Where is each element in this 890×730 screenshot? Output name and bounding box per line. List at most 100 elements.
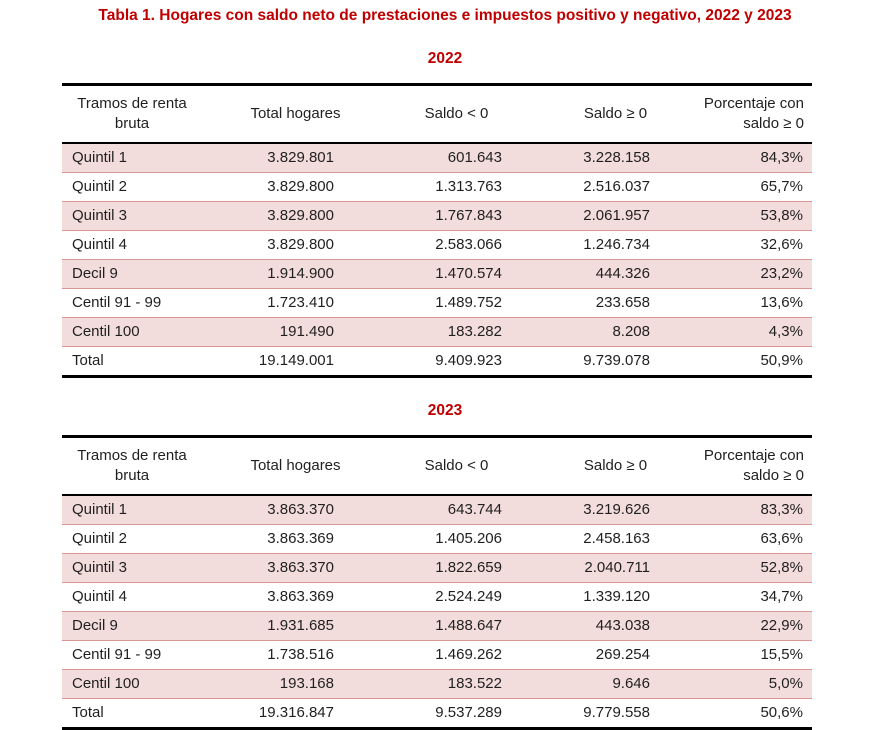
cell-saldo-neg: 9.537.289: [435, 704, 502, 722]
col-header-total: Total hogares: [202, 84, 360, 144]
cell-saldo-pos: 9.646: [512, 669, 662, 699]
col-header-total: Total hogares: [202, 436, 360, 496]
data-table-2022: Tramos de renta bruta Total hogares Sald…: [62, 83, 812, 378]
cell-total-hogares: 191.490: [202, 317, 360, 347]
cell-total-hogares: 3.863.370: [202, 553, 360, 583]
cell-saldo-neg: 1.489.752: [360, 288, 512, 318]
table-row: Quintil 1 3.829.801 601.643 3.228.158 84…: [62, 142, 812, 173]
cell-pct: 15,5%: [662, 640, 812, 670]
cell-total-hogares: 3.829.800: [202, 230, 360, 260]
cell-saldo-pos: 2.458.163: [512, 524, 662, 554]
table-row: Quintil 3 3.829.800 1.767.843 2.061.957 …: [62, 201, 812, 231]
col-header-saldo-pos: Saldo ≥ 0: [512, 84, 662, 144]
row-label: Total: [72, 352, 104, 370]
col-header-tramos: Tramos de renta bruta: [62, 84, 202, 144]
cell-saldo-neg: 1.469.262: [360, 640, 512, 670]
cell-pct: 22,9%: [662, 611, 812, 641]
table-total-row: Total 19.316.847 9.537.289 9.779.558 50,…: [62, 698, 812, 728]
row-label: Quintil 2: [62, 172, 202, 202]
cell-saldo-pos: 1.339.120: [512, 582, 662, 612]
cell-total-hogares: 3.829.801: [202, 142, 360, 173]
cell-total-hogares: 3.829.800: [202, 172, 360, 202]
year-heading-2022: 2022: [427, 50, 463, 68]
cell-saldo-pos: 9.739.078: [583, 352, 650, 370]
table-row: Decil 9 1.914.900 1.470.574 444.326 23,2…: [62, 259, 812, 289]
cell-total-hogares: 1.738.516: [202, 640, 360, 670]
cell-saldo-pos: 9.779.558: [583, 704, 650, 722]
cell-saldo-pos: 8.208: [512, 317, 662, 347]
table-row: Quintil 2 3.829.800 1.313.763 2.516.037 …: [62, 172, 812, 202]
table-row: Centil 100 191.490 183.282 8.208 4,3%: [62, 317, 812, 347]
cell-pct: 63,6%: [662, 524, 812, 554]
cell-saldo-neg: 601.643: [360, 142, 512, 173]
cell-total-hogares: 1.931.685: [202, 611, 360, 641]
row-label: Quintil 3: [62, 201, 202, 231]
cell-pct: 53,8%: [662, 201, 812, 231]
cell-saldo-neg: 183.282: [360, 317, 512, 347]
row-label: Decil 9: [62, 259, 202, 289]
cell-pct: 52,8%: [662, 553, 812, 583]
row-label: Centil 100: [62, 317, 202, 347]
cell-saldo-pos: 2.061.957: [512, 201, 662, 231]
table-row: Centil 100 193.168 183.522 9.646 5,0%: [62, 669, 812, 699]
row-label: Quintil 4: [62, 582, 202, 612]
cell-saldo-pos: 3.228.158: [512, 142, 662, 173]
cell-saldo-pos: 444.326: [512, 259, 662, 289]
table-row: Centil 91 - 99 1.723.410 1.489.752 233.6…: [62, 288, 812, 318]
cell-pct: 4,3%: [662, 317, 812, 347]
cell-pct: 32,6%: [662, 230, 812, 260]
table-row: Quintil 3 3.863.370 1.822.659 2.040.711 …: [62, 553, 812, 583]
row-label: Total: [72, 704, 104, 722]
cell-pct: 5,0%: [662, 669, 812, 699]
table-row: Quintil 4 3.863.369 2.524.249 1.339.120 …: [62, 582, 812, 612]
cell-saldo-neg: 1.822.659: [360, 553, 512, 583]
cell-pct: 65,7%: [662, 172, 812, 202]
cell-saldo-neg: 183.522: [360, 669, 512, 699]
row-label: Quintil 2: [62, 524, 202, 554]
cell-pct: 34,7%: [662, 582, 812, 612]
cell-saldo-pos: 3.219.626: [512, 494, 662, 525]
cell-saldo-pos: 443.038: [512, 611, 662, 641]
cell-pct: 84,3%: [662, 142, 812, 173]
cell-total-hogares: 3.863.370: [202, 494, 360, 525]
cell-saldo-neg: 9.409.923: [435, 352, 502, 370]
cell-pct: 50,6%: [760, 704, 803, 722]
row-label: Centil 91 - 99: [62, 288, 202, 318]
cell-total-hogares: 3.863.369: [202, 524, 360, 554]
row-label: Quintil 1: [62, 494, 202, 525]
col-header-pct: Porcentaje con saldo ≥ 0: [662, 436, 812, 496]
cell-total-hogares: 3.863.369: [202, 582, 360, 612]
table-row: Quintil 2 3.863.369 1.405.206 2.458.163 …: [62, 524, 812, 554]
cell-pct: 23,2%: [662, 259, 812, 289]
cell-saldo-neg: 2.524.249: [360, 582, 512, 612]
cell-saldo-pos: 2.040.711: [512, 553, 662, 583]
cell-saldo-pos: 233.658: [512, 288, 662, 318]
cell-total-hogares: 1.914.900: [202, 259, 360, 289]
cell-pct: 50,9%: [760, 352, 803, 370]
table-total-row: Total 19.149.001 9.409.923 9.739.078 50,…: [62, 346, 812, 376]
col-header-tramos: Tramos de renta bruta: [62, 436, 202, 496]
row-label: Decil 9: [62, 611, 202, 641]
table-row: Decil 9 1.931.685 1.488.647 443.038 22,9…: [62, 611, 812, 641]
header-row: Tramos de renta bruta Total hogares Sald…: [62, 84, 812, 144]
cell-saldo-neg: 643.744: [360, 494, 512, 525]
cell-pct: 13,6%: [662, 288, 812, 318]
row-label: Centil 91 - 99: [62, 640, 202, 670]
col-header-saldo-neg: Saldo < 0: [360, 436, 512, 496]
row-label: Quintil 4: [62, 230, 202, 260]
cell-saldo-neg: 1.405.206: [360, 524, 512, 554]
cell-saldo-pos: 269.254: [512, 640, 662, 670]
col-header-saldo-pos: Saldo ≥ 0: [512, 436, 662, 496]
col-header-pct: Porcentaje con saldo ≥ 0: [662, 84, 812, 144]
cell-pct: 83,3%: [662, 494, 812, 525]
cell-total-hogares: 193.168: [202, 669, 360, 699]
header-row: Tramos de renta bruta Total hogares Sald…: [62, 436, 812, 496]
row-label: Centil 100: [62, 669, 202, 699]
cell-saldo-neg: 1.470.574: [360, 259, 512, 289]
cell-saldo-pos: 2.516.037: [512, 172, 662, 202]
col-header-saldo-neg: Saldo < 0: [360, 84, 512, 144]
row-label: Quintil 1: [62, 142, 202, 173]
cell-total-hogares: 1.723.410: [202, 288, 360, 318]
table-row: Quintil 1 3.863.370 643.744 3.219.626 83…: [62, 494, 812, 525]
table-row: Quintil 4 3.829.800 2.583.066 1.246.734 …: [62, 230, 812, 260]
